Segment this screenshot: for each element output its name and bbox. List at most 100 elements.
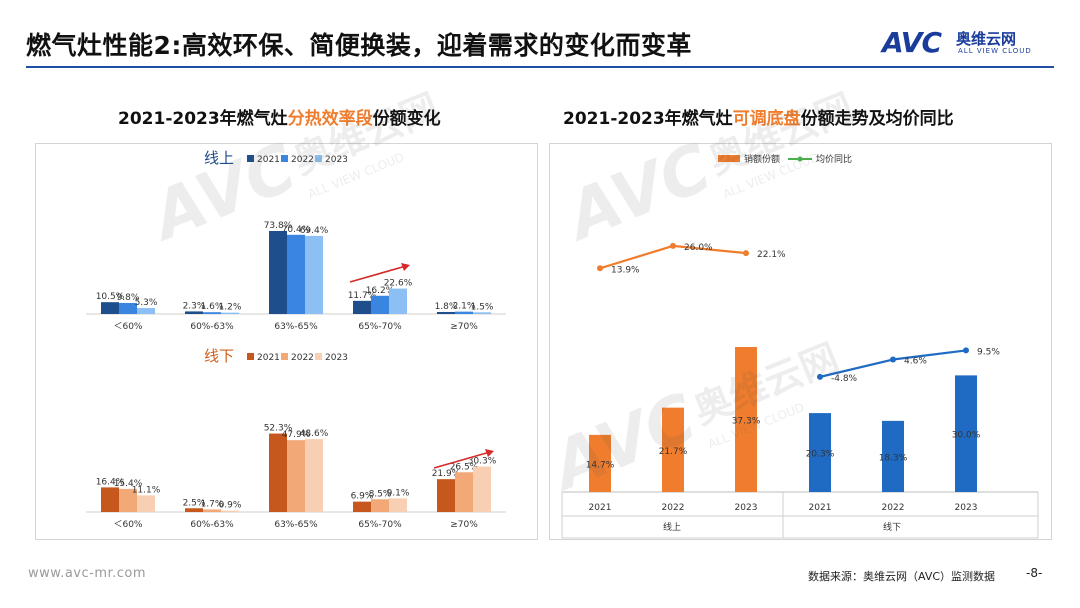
legend-swatch [281,155,288,162]
x-tick-label: ≥70% [450,322,478,332]
logo-en: ALL VIEW CLOUD [958,47,1032,55]
x-tick-label: 2023 [955,503,978,513]
bar [203,312,221,314]
legend-swatch [315,155,322,162]
left-chart-svg: 线上 2021 2022 2023 ＜60% 10.5%9.8%5.3% 60%-63% 2.… [86,149,506,530]
left-chart-panel: 线上 2021 2022 2023 ＜60% 10.5% 9.8% 5.3% 60%-63% 2.… [35,143,538,540]
trend-arrow-line [349,265,407,283]
yoy-point [743,250,749,257]
bar [353,300,371,314]
data-label: 0.9% [219,501,242,511]
data-label: 2.3% [183,301,206,311]
bar [137,308,155,314]
yoy-label: -4.8% [831,374,858,384]
bar [371,295,389,314]
data-label: 8.5% [369,489,392,499]
bar [287,440,305,512]
bar [101,302,119,314]
footer-url[interactable]: www.avc-mr.com [28,566,147,581]
bar [809,413,831,492]
data-label: 73.8% [264,221,293,231]
bar [221,312,239,314]
left-subtitle-post: 份额变化 [372,109,441,129]
data-label: 69.4% [300,226,329,236]
bar [473,312,491,314]
data-label: 2.5% [183,498,206,508]
legend-swatch [281,353,288,360]
group-label: 线下 [883,521,901,533]
x-tick-label: 65%-70% [358,322,402,332]
legend-label: 2021 [257,155,280,165]
legend-swatch [247,155,254,162]
data-label: 21.9% [432,469,461,479]
x-tick-label: 2022 [882,503,905,513]
x-tick-label: ＜60% [113,322,142,332]
legend-label: 2023 [325,155,348,165]
legend-label: 2022 [291,155,314,165]
bar [589,434,611,492]
bar [455,311,473,314]
legend-label: 2023 [325,353,348,363]
right-subtitle-pre: 2021-2023年燃气灶 [563,109,733,129]
data-label: 48.6% [300,429,329,439]
bar [662,407,684,492]
x-tick-label: 63%-65% [274,520,318,530]
yoy-point [817,373,823,380]
right-subtitle-post: 份额走势及均价同比 [800,109,954,129]
bar [473,466,491,512]
data-label: 16.2% [366,286,395,296]
data-label: 11.1% [132,485,161,495]
legend-swatch [315,353,322,360]
legend-label: 均价同比 [816,153,852,165]
legend-swatch-share [718,155,740,162]
data-label: 22.6% [384,279,413,289]
bar [389,288,407,314]
legend-label: 2021 [257,353,280,363]
x-tick-label: ≥70% [450,520,478,530]
yoy-label: 9.5% [977,347,1000,357]
left-subtitle-pre: 2021-2023年燃气灶 [118,109,288,129]
data-label: 1.2% [219,303,242,313]
x-tick-label: ＜60% [113,520,142,530]
yoy-point [597,265,603,272]
bar [269,433,287,512]
page-number: -8- [1026,566,1043,580]
bar [119,302,137,314]
trend-arrow-line [433,451,491,469]
bar [269,230,287,314]
yoy-label: 22.1% [757,250,786,260]
data-label: 30.0% [952,431,981,441]
bar [955,375,977,492]
trend-arrow-head [485,449,494,457]
yoy-label: 26.0% [684,243,713,253]
bar [305,235,323,314]
bar [353,501,371,512]
yoy-label: 13.9% [611,265,640,275]
bar [735,347,757,492]
bar [119,488,137,512]
bar [371,499,389,512]
x-tick-label: 60%-63% [190,322,234,332]
x-tick-label: 2021 [809,503,832,513]
data-label: 37.3% [732,417,761,427]
right-subtitle-highlight: 可调底盘 [732,109,801,129]
bar [221,510,239,512]
yoy-point [670,242,676,249]
title-divider [26,66,1054,68]
x-tick-label: 65%-70% [358,520,402,530]
footer-source: 数据来源：奥维云网（AVC）监测数据 [808,570,996,583]
data-label: 21.7% [659,447,688,457]
avc-logo: AVC 奥维云网 ALL VIEW CLOUD [882,22,1052,62]
right-chart-subtitle: 2021-2023年燃气灶可调底盘份额走势及均价同比 [563,104,954,129]
x-tick-label: 2023 [735,503,758,513]
chart-title: 线上 [204,149,234,167]
data-label: 15.4% [114,479,143,489]
data-label: 16.4% [96,477,125,487]
bar [437,479,455,512]
data-label: 5.3% [135,298,158,308]
group-label: 线上 [663,521,681,533]
right-chart-svg: 销额份额 均价同比 14.7% 2021 21.7% 2022 37.3% 2023 线上 13.… [561,153,1039,539]
data-label: 70.4% [282,225,311,235]
data-label: 30.3% [468,457,497,467]
bar [455,472,473,512]
